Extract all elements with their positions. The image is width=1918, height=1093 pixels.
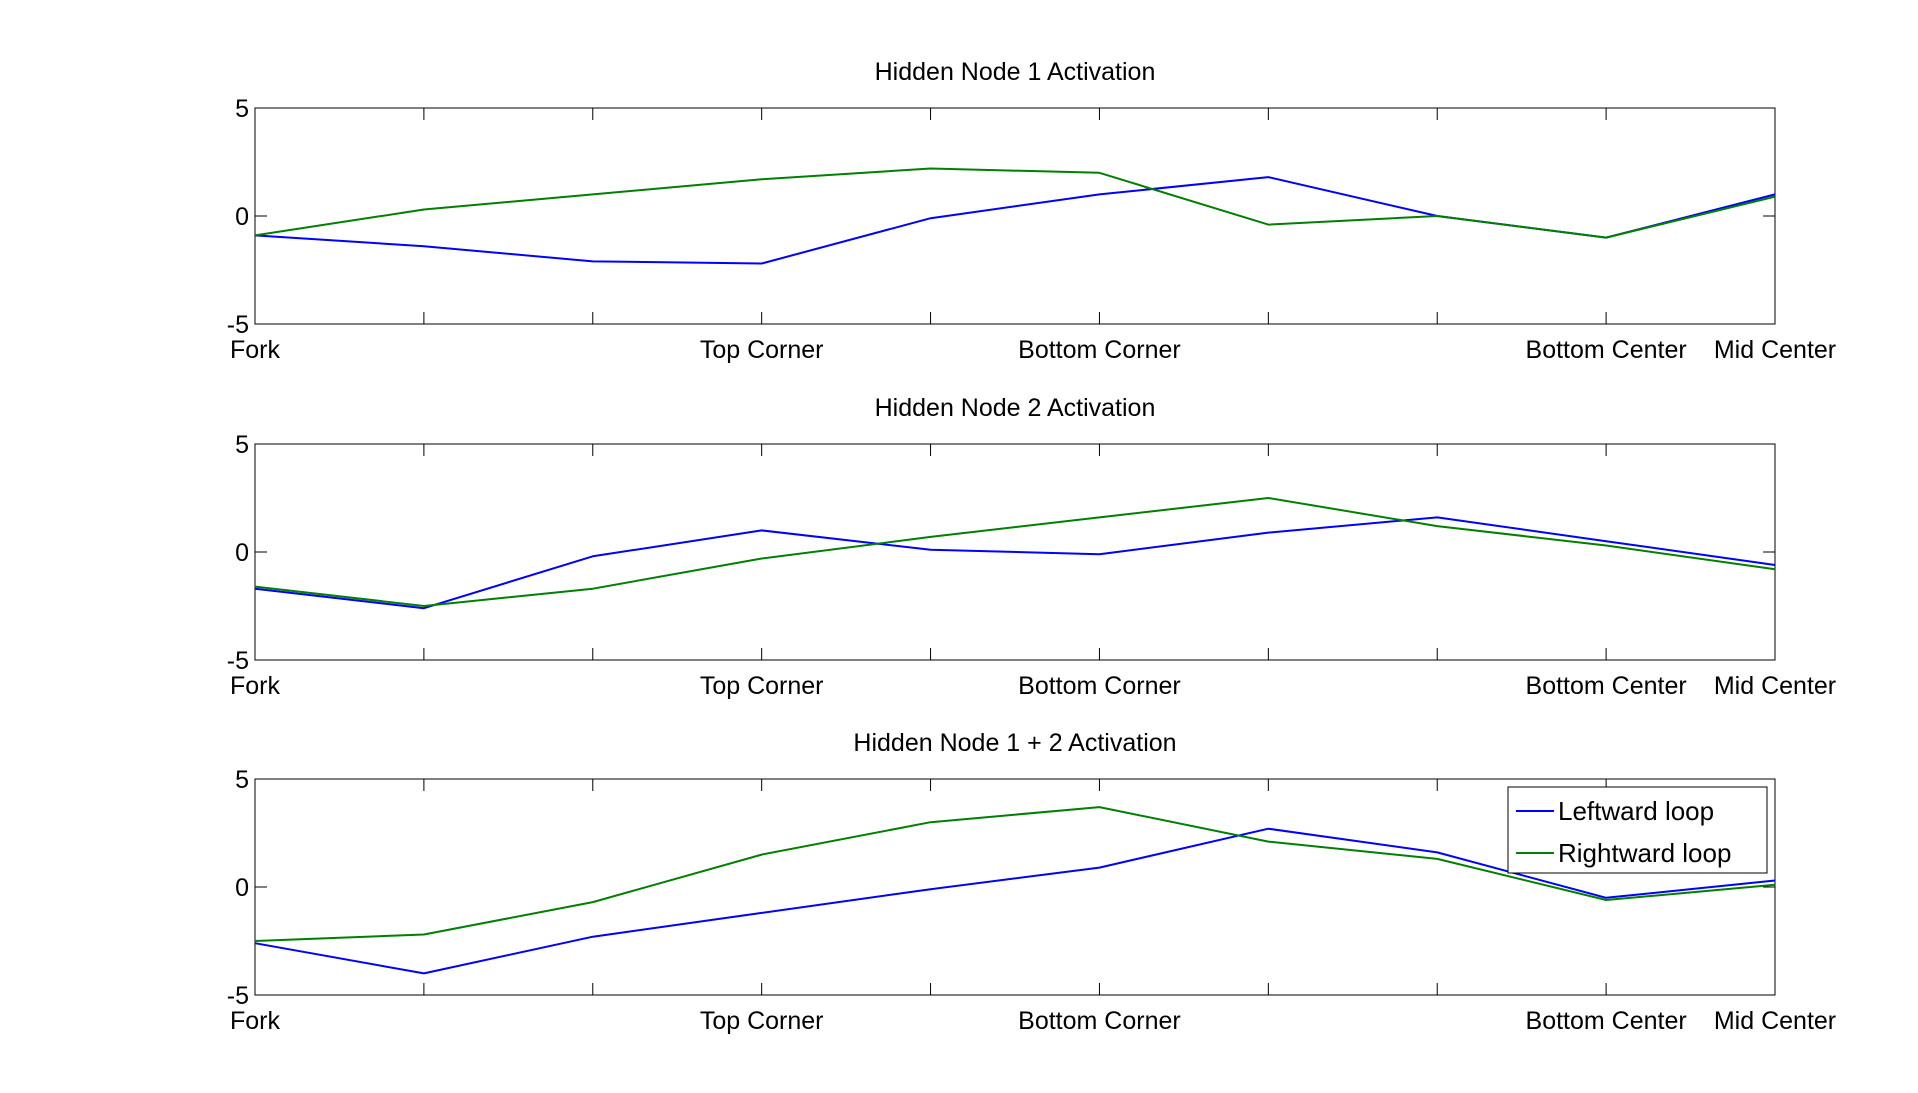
x-tick-label: Bottom Center xyxy=(1526,672,1687,700)
y-tick-label: 5 xyxy=(235,431,249,459)
x-tick-label: Fork xyxy=(230,672,281,700)
chart-title: Hidden Node 1 Activation xyxy=(875,58,1156,86)
legend-box xyxy=(1507,786,1768,874)
x-tick-label: Bottom Center xyxy=(1526,1007,1687,1035)
panel-hidden-node-1-plus-2: Hidden Node 1 + 2 Activation -5 0 5 Fork Top… xyxy=(227,729,1836,1035)
legend: Leftward loop Rightward loop xyxy=(1507,786,1768,874)
y-tick-label: 0 xyxy=(235,539,249,567)
x-tick-label: Top Corner xyxy=(700,336,824,364)
panel-hidden-node-1: Hidden Node 1 Activation -5 0 5 Fork Top Cor… xyxy=(227,58,1836,364)
x-tick-label: Bottom Corner xyxy=(1018,1007,1181,1035)
x-tick-label: Mid Center xyxy=(1714,1007,1836,1035)
y-tick-label: 5 xyxy=(235,766,249,794)
x-tick-label: Top Corner xyxy=(700,672,824,700)
series-line-2 xyxy=(254,806,1776,942)
y-tick-label: 5 xyxy=(235,95,249,123)
series-line-2 xyxy=(254,497,1776,607)
x-tick-label: Top Corner xyxy=(700,1007,824,1035)
x-tick-label: Fork xyxy=(230,336,281,364)
x-tick-label: Bottom Center xyxy=(1526,336,1687,364)
y-tick-label: -5 xyxy=(227,982,249,1010)
chart-title: Hidden Node 2 Activation xyxy=(875,394,1156,422)
plot-area: -5 0 5 Fork Top Corner Bottom Corner Bottom Ce… xyxy=(227,431,1836,700)
x-tick-label: Mid Center xyxy=(1714,336,1836,364)
y-tick-label: -5 xyxy=(227,311,249,339)
series-line-1 xyxy=(254,827,1776,975)
x-tick-label: Bottom Corner xyxy=(1018,672,1181,700)
x-tick-label: Mid Center xyxy=(1714,672,1836,700)
series-line-2 xyxy=(254,167,1776,239)
y-tick-label: 0 xyxy=(235,203,249,231)
plot-area: -5 0 5 Fork Top Corner Bottom Corner Bottom Ce… xyxy=(227,95,1836,364)
legend-label-leftward-loop: Leftward loop xyxy=(1558,796,1714,826)
series-line-1 xyxy=(254,516,1776,610)
x-tick-label: Bottom Corner xyxy=(1018,336,1181,364)
legend-label-rightward-loop: Rightward loop xyxy=(1558,838,1731,868)
panel-hidden-node-2: Hidden Node 2 Activation -5 0 5 Fork Top Cor… xyxy=(227,394,1836,700)
chart-title: Hidden Node 1 + 2 Activation xyxy=(853,729,1176,757)
y-tick-label: -5 xyxy=(227,647,249,675)
y-tick-label: 0 xyxy=(235,874,249,902)
x-tick-label: Fork xyxy=(230,1007,281,1035)
plot-area: -5 0 5 Fork Top Corner Bottom Corner Bottom Ce… xyxy=(227,766,1836,1035)
